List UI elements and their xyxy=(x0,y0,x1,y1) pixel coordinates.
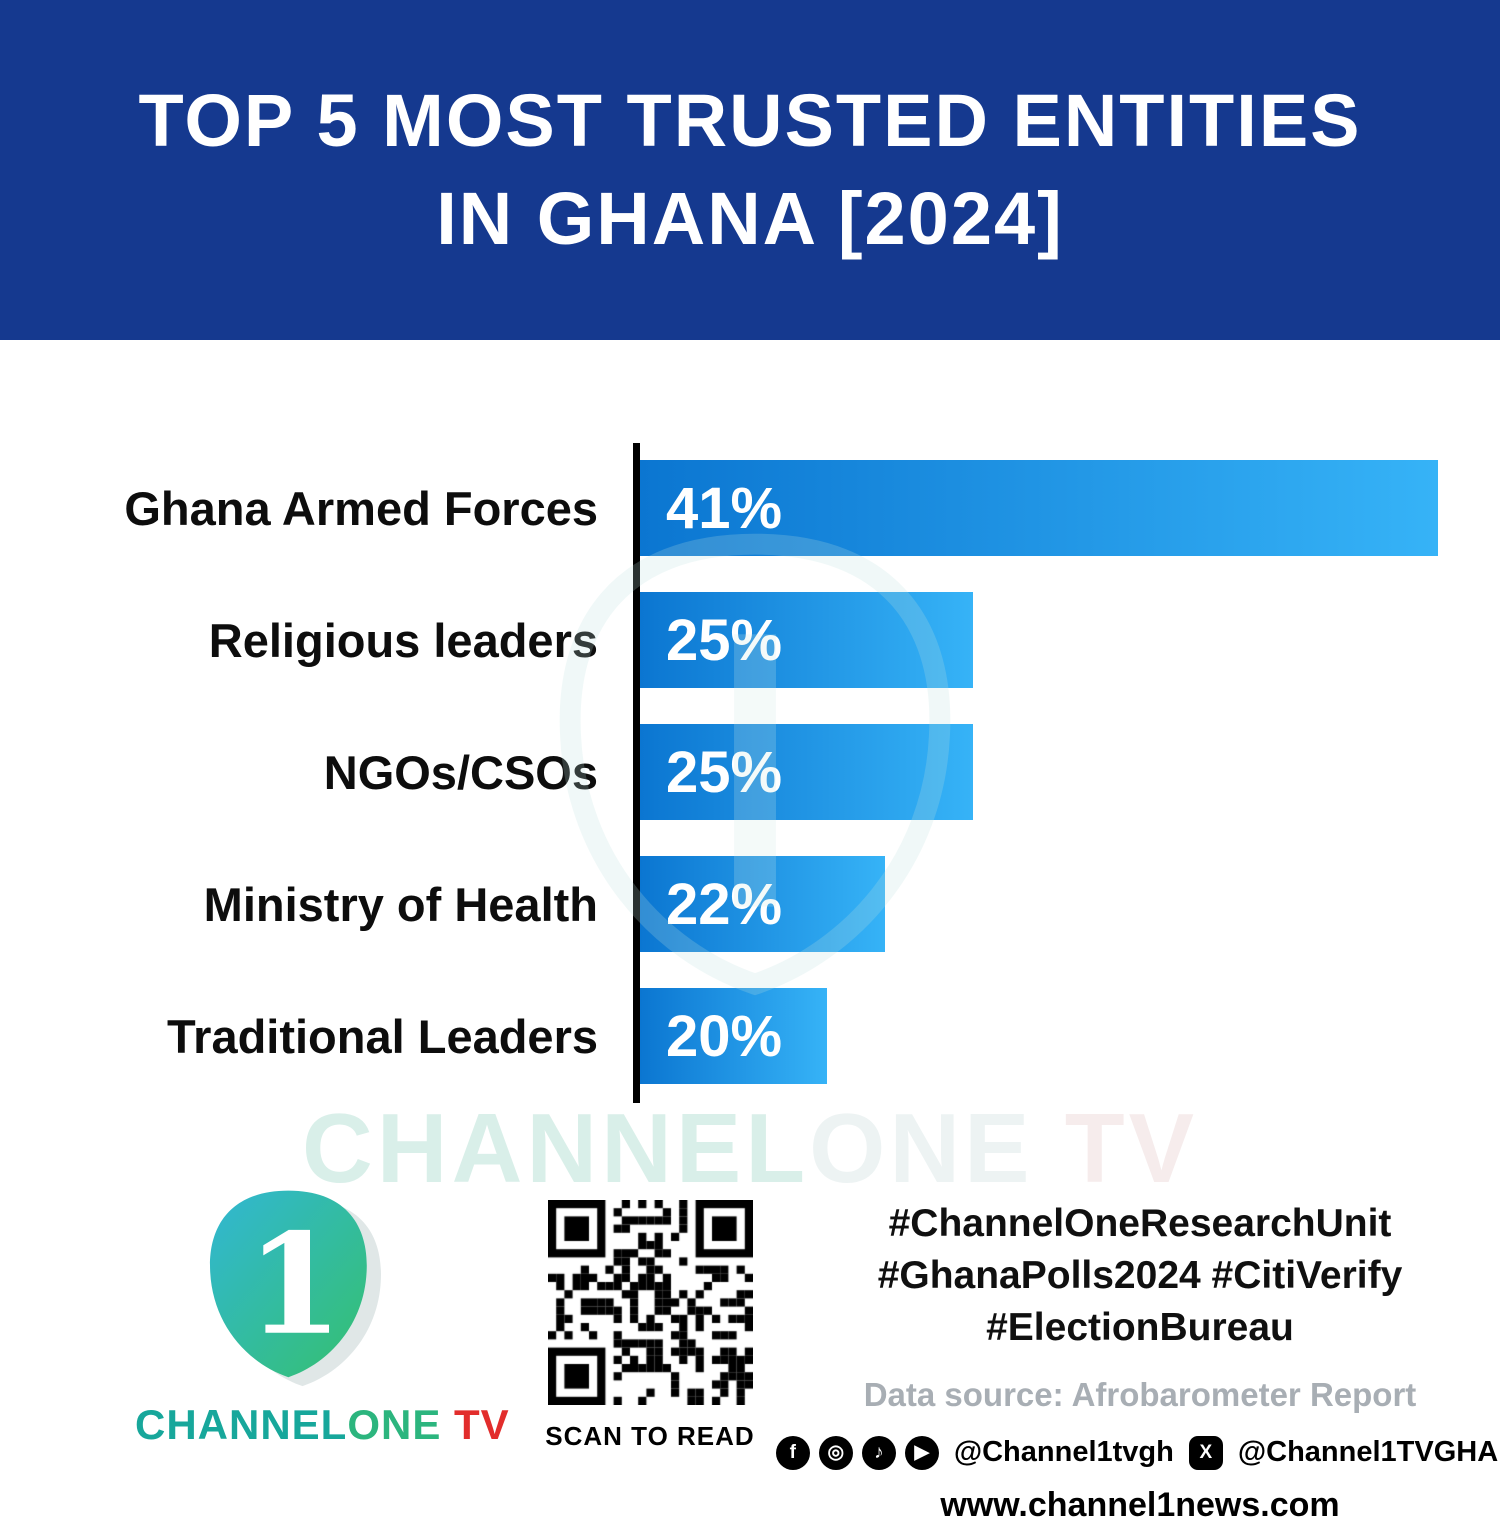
bar-ngos-csos: 25% xyxy=(640,724,973,820)
page-title-line2: IN GHANA [2024] xyxy=(436,177,1064,260)
bar-value: 22% xyxy=(666,871,783,937)
logo-text-one: ONE xyxy=(347,1401,442,1448)
bar-value: 20% xyxy=(666,1003,783,1069)
bar-ghana-armed-forces: 41% xyxy=(640,460,1438,556)
watermark-tv: TV xyxy=(1033,1093,1198,1203)
qr-block: SCAN TO READ xyxy=(540,1200,760,1452)
page-title-line1: TOP 5 MOST TRUSTED ENTITIES xyxy=(138,79,1362,163)
x-twitter-icon: X xyxy=(1188,1435,1223,1470)
facebook-icon: f xyxy=(775,1435,810,1470)
hashtags-line2: #GhanaPolls2024 #CitiVerify xyxy=(877,1253,1403,1297)
social-row: f ◎ ♪ ▶ @Channel1tvgh X @Channel1TVGHA xyxy=(775,1435,1498,1470)
youtube-icon: ▶ xyxy=(904,1435,939,1470)
tiktok-icon: ♪ xyxy=(861,1435,896,1470)
bar-label: Ministry of Health xyxy=(203,877,598,931)
instagram-icon: ◎ xyxy=(818,1435,853,1470)
bar-label: Religious leaders xyxy=(208,613,598,667)
bar-ministry-of-health: 22% xyxy=(640,856,885,952)
qr-caption: SCAN TO READ xyxy=(545,1421,755,1451)
channel-one-pick-icon: 1 xyxy=(209,1190,381,1387)
qr-code xyxy=(547,1200,753,1405)
data-source: Data source: Afrobarometer Report xyxy=(863,1375,1417,1413)
bar-value: 25% xyxy=(666,607,783,673)
logo-wordmark: CHANNELONE TV xyxy=(135,1401,509,1449)
logo-text-tv: TV xyxy=(441,1401,510,1448)
bar-traditional-leaders: 20% xyxy=(640,988,827,1084)
social-handle-main: @Channel1tvgh xyxy=(953,1436,1174,1469)
bar-label: Traditional Leaders xyxy=(167,1009,598,1063)
social-handle-x: @Channel1TVGHA xyxy=(1237,1436,1499,1469)
svg-text:1: 1 xyxy=(246,1203,342,1366)
bar-label: Ghana Armed Forces xyxy=(124,481,598,535)
chart-row: NGOs/CSOs 25% xyxy=(0,724,1500,820)
bar-religious-leaders: 25% xyxy=(640,592,973,688)
chart-row: Ghana Armed Forces 41% xyxy=(0,460,1500,556)
header-banner: TOP 5 MOST TRUSTED ENTITIES IN GHANA [20… xyxy=(0,0,1500,340)
website-url: www.channel1news.com xyxy=(940,1485,1340,1524)
bar-value: 41% xyxy=(666,475,783,541)
chart-row: Religious leaders 25% xyxy=(0,592,1500,688)
bar-label: NGOs/CSOs xyxy=(323,745,598,799)
chart-row: Ministry of Health 22% xyxy=(0,856,1500,952)
logo-text-channel: CHANNEL xyxy=(135,1401,348,1448)
footer-right-block: #ChannelOneResearchUnit #GhanaPolls2024 … xyxy=(775,1198,1498,1525)
hashtags-line1: #ChannelOneResearchUnit xyxy=(888,1202,1392,1245)
bar-value: 25% xyxy=(666,739,783,805)
channel-one-logo: 1 CHANNELONE TV xyxy=(135,1180,509,1449)
hashtags-line3: #ElectionBureau xyxy=(986,1305,1294,1349)
chart-axis xyxy=(633,443,640,1103)
watermark-one: ONE xyxy=(809,1093,1034,1203)
chart-row: Traditional Leaders 20% xyxy=(0,988,1500,1084)
